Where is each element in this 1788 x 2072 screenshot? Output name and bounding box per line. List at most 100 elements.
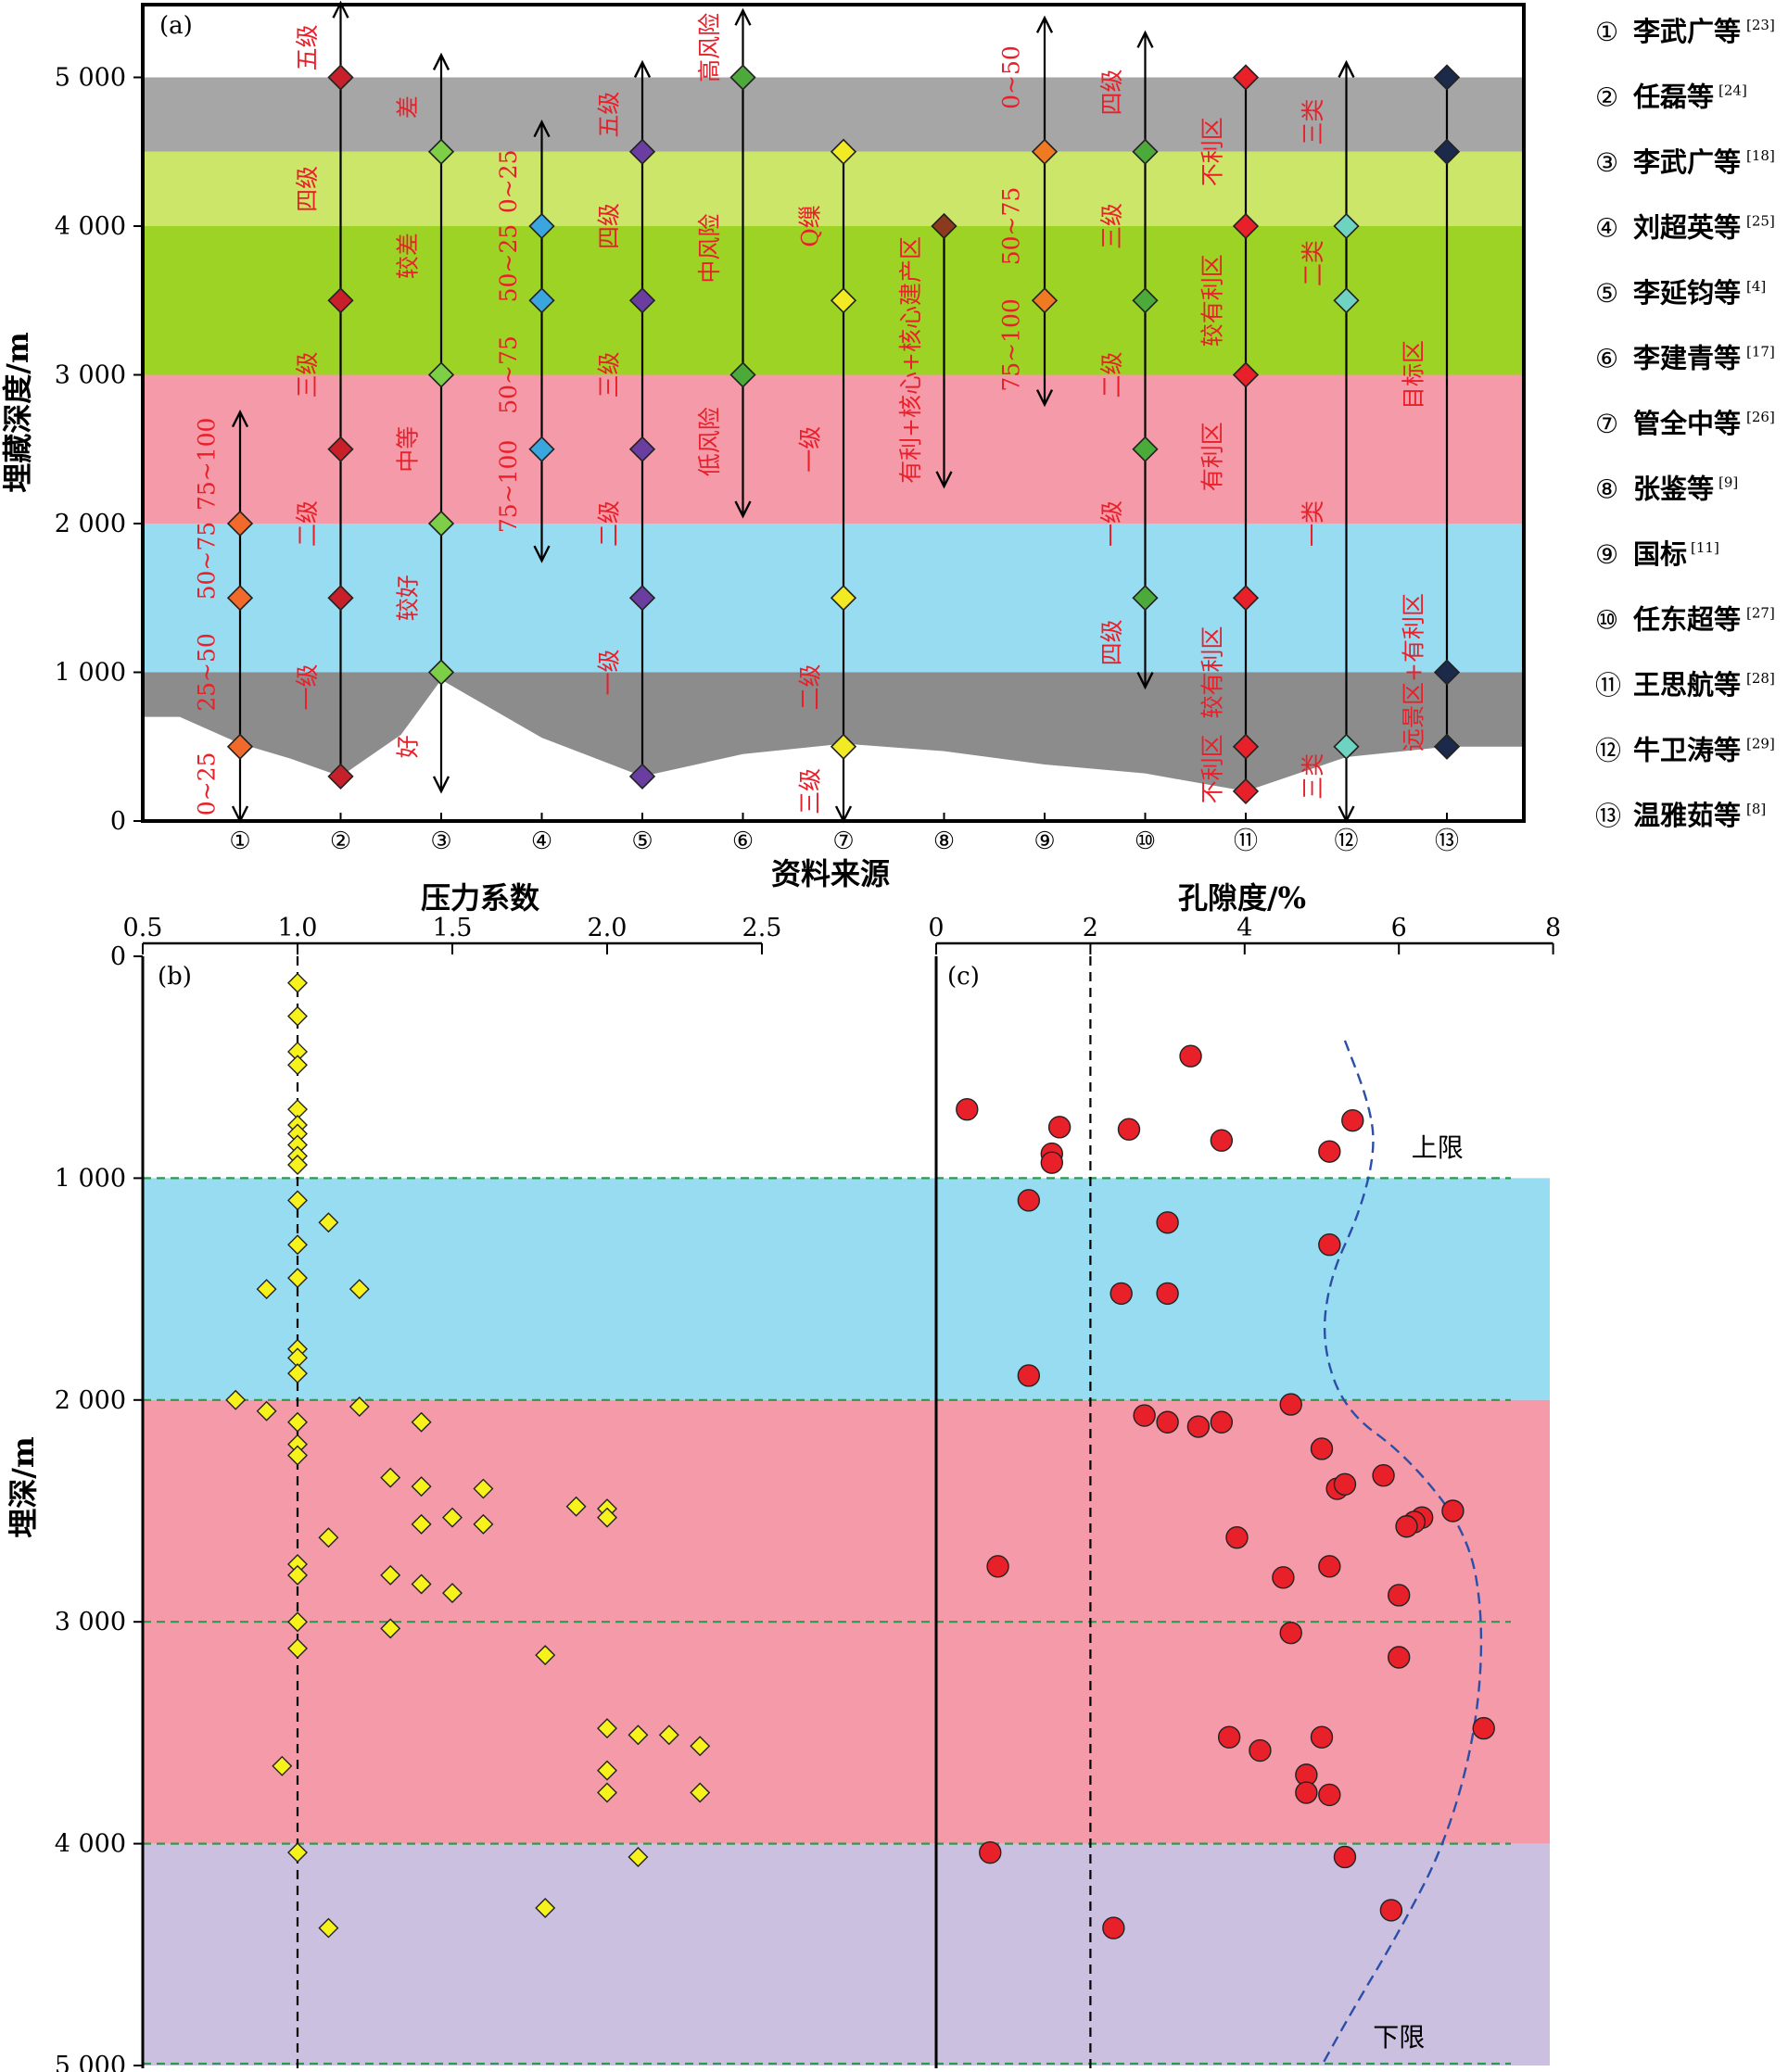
- column-label: 中风险: [696, 214, 723, 284]
- column-label: 50~75: [998, 187, 1025, 266]
- data-point: [287, 1155, 308, 1176]
- data-point: [1249, 1738, 1272, 1762]
- arrow-up-icon: [432, 52, 450, 70]
- level-marker: [528, 287, 555, 314]
- data-point: [287, 1637, 308, 1659]
- data-point: [1210, 1410, 1234, 1434]
- legend-name: 任东超等: [1632, 604, 1741, 636]
- data-point: [473, 1513, 494, 1535]
- data-point: [287, 1055, 308, 1076]
- data-point: [1333, 1472, 1357, 1496]
- source-column: 75~100 50~75 50~25 0~25: [495, 119, 555, 563]
- arrow-down-icon: [1136, 672, 1154, 690]
- arrow-up-icon: [231, 409, 249, 428]
- surface-profile: [143, 672, 1524, 791]
- column-label: 五级: [294, 24, 321, 70]
- x-tick-label: ①: [229, 828, 250, 855]
- x-tick-label: 1.0: [278, 914, 318, 942]
- x-tick-label: ⑤: [631, 828, 653, 855]
- column-label: 低风险: [696, 407, 723, 476]
- legend-entry: ④ 刘超英等 [25]: [1595, 212, 1775, 244]
- lower-y-tick-label: 1 000: [55, 1164, 126, 1193]
- column-label: 三类: [1300, 99, 1326, 145]
- data-point: [411, 1411, 432, 1433]
- level-marker: [327, 287, 354, 314]
- column-label: 不利区: [1199, 734, 1226, 803]
- legend-ref: [8]: [1746, 801, 1766, 817]
- level-marker: [528, 212, 555, 240]
- arrow-up-icon: [533, 119, 551, 138]
- level-marker: [1232, 64, 1260, 91]
- legend-entry: ⑥ 李建青等 [17]: [1595, 343, 1775, 374]
- column-label: 50~75: [495, 335, 522, 414]
- legend: ① 李武广等 [23] ② 任磊等 [24] ③ 李武广等 [18] ④ 刘超英等 [25] ⑤ 李延钧等…: [1595, 16, 1775, 831]
- arrow-up-icon: [1338, 59, 1355, 78]
- level-marker: [1333, 287, 1360, 314]
- level-marker: [1232, 733, 1260, 760]
- legend-entry: ⑧ 张鉴等 [9]: [1595, 474, 1738, 505]
- data-point: [256, 1279, 277, 1300]
- data-point: [318, 1917, 339, 1939]
- lower-depth-band: [143, 1178, 1550, 1400]
- column-label: 目标区: [1401, 340, 1427, 410]
- panel-b: 0.5 1.0 1.5 2.0 2.5 压力系数 (b): [123, 880, 781, 2068]
- x-tick-label: ⑥: [732, 828, 754, 855]
- data-point: [287, 1445, 308, 1466]
- level-marker: [427, 659, 455, 686]
- lower-panels: 0.5 1.0 1.5 2.0 2.5 压力系数 (b) 0 2 4 6 8 孔隙度/% (c) 上限下限…: [6, 880, 1561, 2072]
- x-tick-label: 2.0: [588, 914, 628, 942]
- panel-a: 0~2525~5050~7575~100一级二级三级四级五级好较好中等较差差75…: [0, 0, 1526, 891]
- data-point: [1279, 1621, 1302, 1645]
- legend-number: ⑥: [1595, 344, 1618, 374]
- legend-name: 刘超英等: [1633, 212, 1741, 244]
- data-point: [256, 1400, 277, 1421]
- legend-entry: ⑪ 王思航等 [28]: [1595, 669, 1775, 701]
- level-marker: [830, 733, 857, 760]
- column-label: 二级: [797, 664, 824, 711]
- level-marker: [427, 510, 455, 537]
- column-label: 0~50: [998, 45, 1025, 109]
- column-label: 50~75: [194, 522, 221, 600]
- legend-entry: ⑦ 管全中等 [26]: [1595, 408, 1775, 439]
- panel-label: (b): [158, 963, 192, 991]
- legend-ref: [24]: [1718, 82, 1747, 99]
- source-column: 75~100 50~75 0~50: [998, 15, 1059, 408]
- level-marker: [1132, 138, 1159, 165]
- column-label: 一级: [797, 426, 824, 473]
- level-marker: [830, 138, 857, 165]
- level-marker: [628, 763, 656, 790]
- legend-ref: [4]: [1746, 278, 1766, 295]
- column-label: 75~100: [495, 440, 522, 533]
- data-point: [318, 1212, 339, 1233]
- data-point: [380, 1467, 401, 1488]
- data-point: [287, 1234, 308, 1256]
- data-point: [1379, 1899, 1403, 1922]
- data-point: [287, 1005, 308, 1027]
- lower-boundary-lines: [143, 1177, 1511, 2066]
- legend-number: ⑩: [1595, 605, 1618, 636]
- data-point: [565, 1496, 587, 1517]
- data-point: [349, 1396, 370, 1417]
- column-label: 较有利区: [1199, 625, 1226, 718]
- depth-band: [143, 77, 1524, 152]
- lower-y-tick-label: 4 000: [55, 1830, 126, 1859]
- x-tick-label: ⑪: [1234, 828, 1258, 855]
- legend-entry: ② 任磊等 [24]: [1595, 82, 1747, 113]
- x-tick-label: 8: [1545, 914, 1561, 942]
- data-point: [1156, 1211, 1179, 1234]
- legend-ref: [27]: [1746, 605, 1775, 622]
- data-point: [287, 972, 308, 993]
- level-marker: [327, 436, 354, 462]
- column-label: 有利区: [1199, 422, 1226, 491]
- legend-ref: [18]: [1746, 147, 1775, 164]
- level-marker: [830, 585, 857, 612]
- level-marker: [1333, 733, 1360, 760]
- level-marker: [628, 585, 656, 612]
- level-marker: [931, 212, 957, 240]
- column-label: 25~50: [194, 633, 221, 712]
- legend-number: ⑦: [1595, 409, 1618, 439]
- data-point: [287, 1564, 308, 1586]
- legend-ref: [17]: [1746, 344, 1775, 360]
- column-label: 中等: [395, 426, 422, 473]
